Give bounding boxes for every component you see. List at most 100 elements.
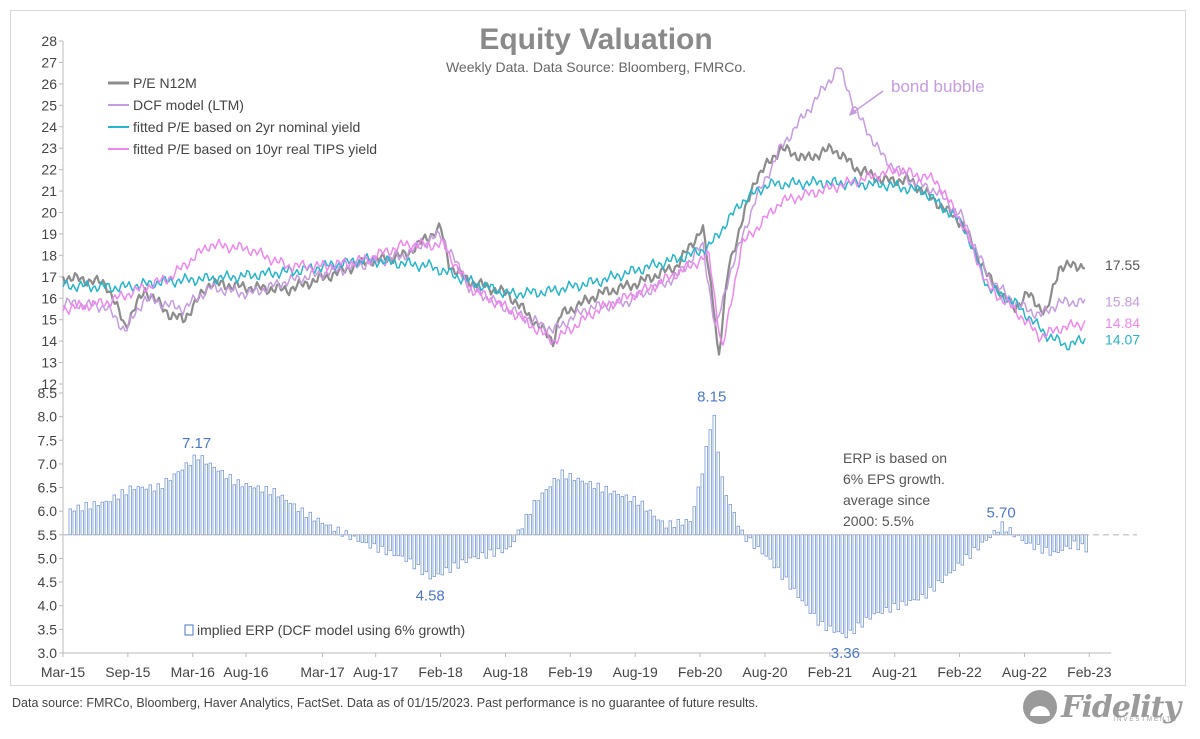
erp-bar bbox=[412, 534, 416, 570]
erp-bar bbox=[336, 526, 340, 536]
erp-bar bbox=[212, 466, 216, 536]
erp-value-label: 7.17 bbox=[182, 435, 211, 452]
chart-title: Equity Valuation bbox=[479, 23, 712, 56]
top-y-tick-label: 25 bbox=[41, 97, 57, 113]
erp-bar bbox=[636, 504, 640, 536]
erp-bar bbox=[688, 521, 692, 536]
erp-bar bbox=[232, 484, 236, 536]
bottom-y-tick-label: 7.0 bbox=[38, 456, 58, 472]
erp-bar bbox=[200, 455, 204, 536]
erp-bar bbox=[720, 476, 724, 536]
erp-bar bbox=[1020, 534, 1024, 541]
erp-bar bbox=[616, 494, 620, 536]
footer-source: Data source: FMRCo, Bloomberg, Haver Ana… bbox=[12, 696, 759, 710]
erp-bar bbox=[896, 534, 900, 610]
erp-bar bbox=[216, 470, 220, 536]
erp-bar bbox=[528, 514, 532, 536]
erp-bar bbox=[736, 525, 740, 536]
x-tick-label: Mar-17 bbox=[300, 664, 345, 680]
erp-bar bbox=[704, 446, 708, 536]
erp-bar bbox=[884, 534, 888, 608]
erp-bar bbox=[964, 534, 968, 555]
x-tick-label: Feb-18 bbox=[418, 664, 463, 680]
erp-bar bbox=[308, 511, 312, 536]
erp-bar bbox=[364, 534, 368, 544]
erp-bar bbox=[724, 495, 728, 536]
erp-bar bbox=[492, 534, 496, 557]
erp-bar bbox=[860, 534, 864, 628]
top-y-tick-label: 14 bbox=[41, 333, 57, 349]
erp-bar bbox=[584, 483, 588, 536]
erp-bar bbox=[700, 473, 704, 536]
erp-bar bbox=[416, 534, 420, 565]
top-y-tick-label: 17 bbox=[41, 269, 57, 285]
erp-bar bbox=[256, 485, 260, 536]
erp-bar bbox=[980, 534, 984, 543]
erp-bar bbox=[228, 474, 232, 536]
erp-bar bbox=[296, 511, 300, 536]
erp-bar bbox=[744, 534, 748, 543]
erp-bar bbox=[760, 534, 764, 555]
erp-bar bbox=[824, 534, 828, 631]
erp-bar bbox=[748, 534, 752, 539]
erp-bar bbox=[792, 534, 796, 589]
series-end-label: 15.84 bbox=[1105, 294, 1140, 310]
erp-bar bbox=[928, 534, 932, 588]
x-tick-label: Aug-20 bbox=[742, 664, 787, 680]
erp-bar bbox=[1076, 534, 1080, 551]
bottom-y-tick-label: 5.5 bbox=[38, 527, 58, 543]
erp-bar bbox=[428, 534, 432, 580]
erp-bar bbox=[948, 534, 952, 574]
erp-bar bbox=[368, 534, 372, 549]
legend-line-label: fitted P/E based on 10yr real TIPS yield bbox=[133, 141, 377, 157]
erp-bar bbox=[180, 469, 184, 536]
x-tick-label: Aug-19 bbox=[613, 664, 658, 680]
erp-bar bbox=[568, 472, 572, 536]
erp-bar bbox=[444, 534, 448, 569]
erp-value-label: 3.36 bbox=[831, 645, 860, 662]
erp-value-label: 5.70 bbox=[986, 504, 1015, 521]
erp-bar bbox=[208, 462, 212, 536]
top-y-tick-label: 13 bbox=[41, 355, 57, 371]
erp-bar bbox=[1000, 521, 1004, 536]
erp-bar bbox=[540, 492, 544, 536]
erp-bar bbox=[376, 534, 380, 553]
erp-bar bbox=[464, 534, 468, 563]
erp-bar bbox=[356, 534, 360, 542]
legend-erp-swatch bbox=[184, 624, 194, 636]
erp-bar bbox=[108, 501, 112, 536]
erp-bar bbox=[696, 486, 700, 536]
erp-bar bbox=[648, 509, 652, 536]
erp-bar bbox=[920, 534, 924, 595]
erp-bar bbox=[908, 534, 912, 601]
erp-bar bbox=[268, 494, 272, 536]
erp-bar bbox=[152, 490, 156, 536]
erp-bar bbox=[556, 479, 560, 536]
chart-frame: Equity Valuation Weekly Data. Data Source… bbox=[10, 10, 1186, 686]
erp-bar bbox=[456, 534, 460, 569]
bottom-y-tick-label: 8.0 bbox=[38, 409, 58, 425]
erp-bar bbox=[132, 489, 136, 536]
erp-bar bbox=[68, 508, 72, 536]
erp-bar bbox=[324, 524, 328, 536]
erp-bar bbox=[708, 429, 712, 536]
erp-bar bbox=[944, 534, 948, 576]
erp-bar bbox=[128, 485, 132, 536]
erp-bar bbox=[768, 534, 772, 560]
top-y-tick-label: 15 bbox=[41, 312, 57, 328]
erp-bar bbox=[692, 506, 696, 536]
erp-note-line: 6% EPS growth. bbox=[843, 471, 945, 487]
top-y-tick-label: 22 bbox=[41, 162, 57, 178]
x-tick-label: Feb-22 bbox=[937, 664, 982, 680]
erp-bar bbox=[280, 494, 284, 536]
erp-bar bbox=[120, 489, 124, 536]
fidelity-logo-icon bbox=[1023, 690, 1058, 724]
erp-bar bbox=[1060, 534, 1064, 551]
erp-bar bbox=[940, 534, 944, 583]
top-y-tick-label: 27 bbox=[41, 54, 57, 70]
bond-bubble-annotation: bond bubble bbox=[891, 77, 985, 96]
x-tick-label: Aug-16 bbox=[223, 664, 268, 680]
erp-bar bbox=[868, 534, 872, 620]
bottom-y-tick-label: 3.0 bbox=[38, 645, 58, 661]
bottom-y-tick-label: 6.5 bbox=[38, 480, 58, 496]
